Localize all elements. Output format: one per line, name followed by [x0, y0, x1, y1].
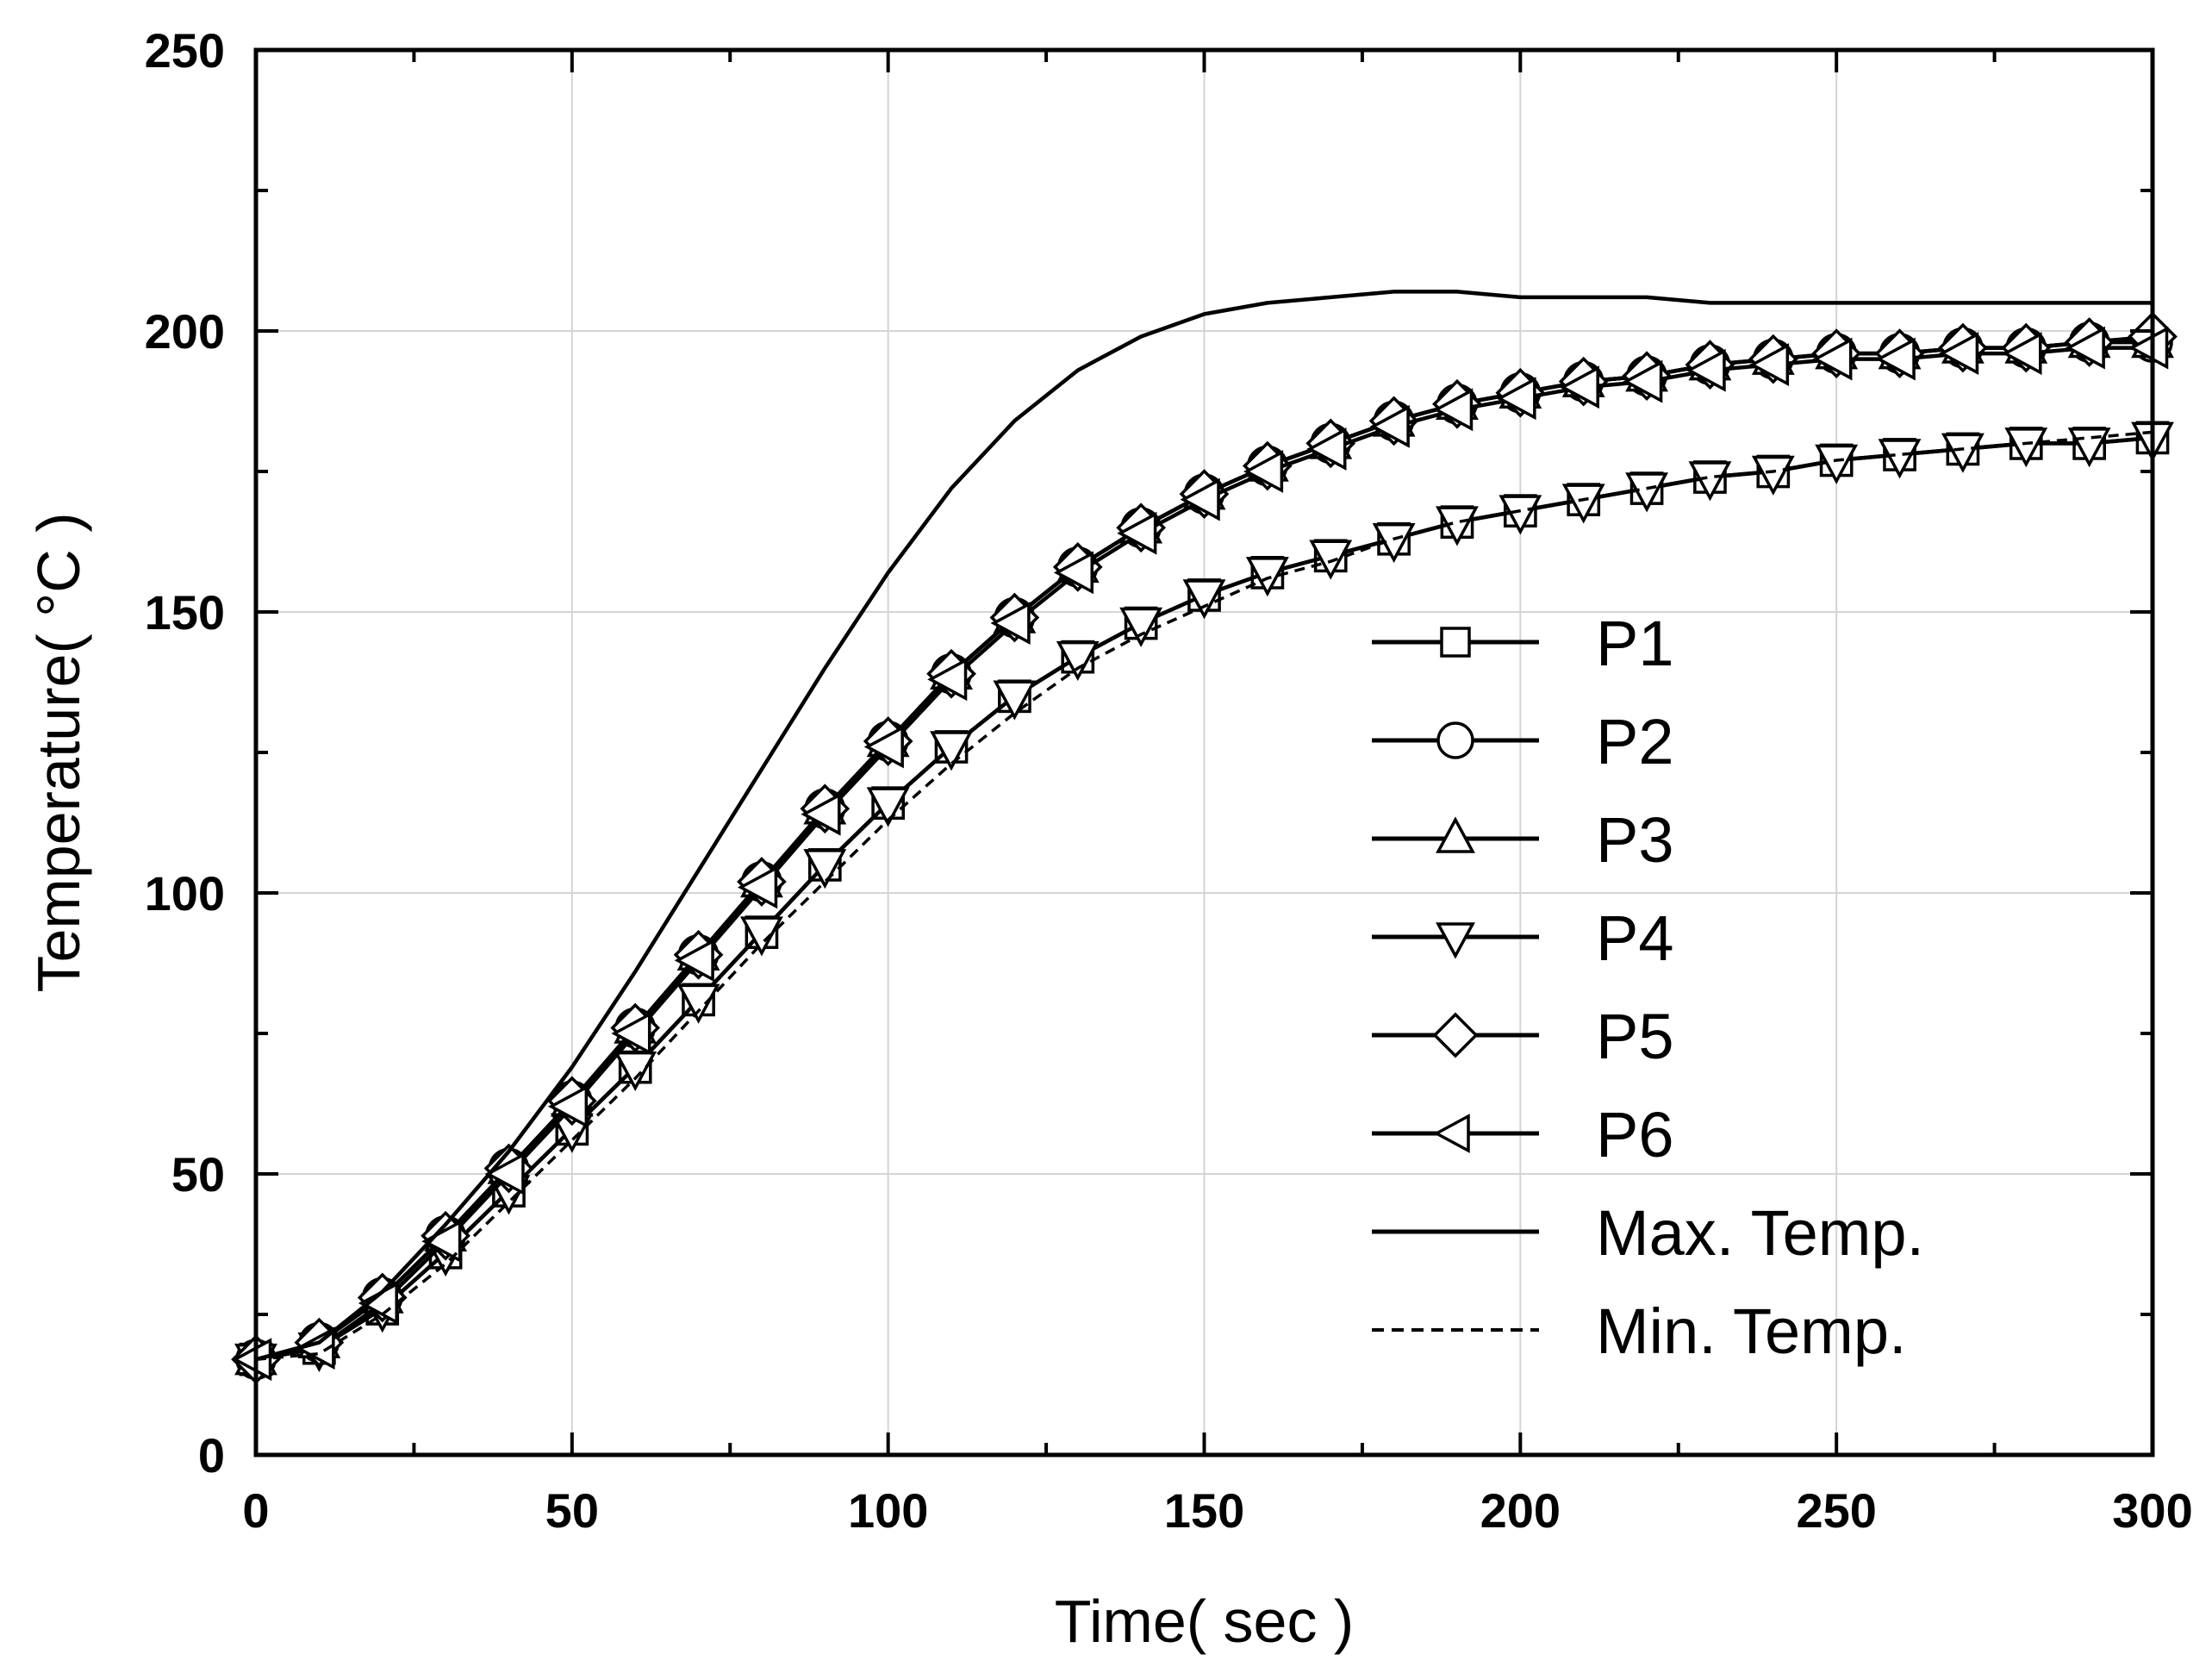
data-point-p6 [1496, 377, 1536, 421]
data-point-p4 [1625, 472, 1669, 513]
data-point-p6 [1369, 404, 1410, 448]
series-line-max-temp [255, 290, 2153, 1362]
legend-label-p6: P6 [1596, 1099, 1674, 1170]
data-point-p6 [1939, 332, 1979, 376]
data-point-p6 [927, 658, 968, 702]
data-point-p6 [1053, 551, 1094, 595]
data-point-p4 [1119, 607, 1163, 647]
data-point-p6 [232, 1338, 272, 1382]
data-point-p6 [1559, 365, 1599, 409]
y-axis-title: Temperature( °C ) [25, 512, 92, 992]
data-point-p4 [1056, 640, 1100, 682]
x-axis-title: Time( sec ) [1055, 1588, 1354, 1655]
data-point-p4 [930, 731, 973, 771]
data-point-p6 [1180, 477, 1220, 521]
data-point-p6 [547, 1084, 589, 1128]
data-point-p6 [1117, 511, 1157, 555]
data-point-p4 [993, 680, 1037, 721]
series-max-temp [255, 290, 2153, 1362]
legend-marker-p1 [1440, 627, 1471, 658]
legend-label-p3: P3 [1596, 804, 1674, 876]
data-point-p6 [2065, 326, 2105, 370]
legend-item-max-temp: Max. Temp. [1372, 1197, 1924, 1269]
data-point-p6 [738, 865, 778, 909]
legend-label-min-temp: Min. Temp. [1596, 1295, 1907, 1367]
data-point-p6 [1306, 427, 1347, 471]
x-tick-label: 200 [1480, 1483, 1561, 1538]
series-p6 [232, 326, 2169, 1382]
data-point-p6 [1623, 359, 1663, 403]
x-tick-label: 100 [848, 1483, 928, 1538]
legend-item-min-temp: Min. Temp. [1372, 1295, 1907, 1367]
data-point-p4 [1499, 495, 1542, 535]
legend-marker-p6 [1433, 1114, 1470, 1153]
data-point-p4 [1245, 557, 1289, 597]
data-point-p4 [1878, 439, 1922, 479]
data-point-p4 [614, 1051, 657, 1092]
legend-marker-p5 [1432, 1012, 1479, 1058]
axis-ticks: 0 50 100 150 200 250 300 0 50 100 150 200 250 [145, 23, 2193, 1538]
legend-marker-p4 [1436, 922, 1475, 959]
legend-item-p6: P6 [1372, 1099, 1674, 1170]
series-min-temp [255, 430, 2153, 1361]
data-point-p4 [1815, 444, 1859, 484]
data-point-p4 [866, 787, 910, 827]
y-tick-label: 50 [171, 1147, 225, 1202]
data-point-p6 [611, 1012, 651, 1055]
legend-label-p1: P1 [1596, 608, 1674, 679]
data-point-p6 [1433, 388, 1474, 432]
data-point-p6 [1812, 337, 1853, 381]
x-tick-label: 0 [242, 1483, 269, 1538]
legend-label-p5: P5 [1596, 1001, 1674, 1072]
data-point-p4 [1561, 484, 1605, 524]
data-point-p6 [990, 602, 1031, 645]
x-tick-label: 50 [545, 1483, 599, 1538]
data-point-p6 [1875, 337, 1916, 381]
x-tick-label: 150 [1164, 1483, 1244, 1538]
data-point-p6 [2128, 326, 2169, 370]
data-point-p6 [484, 1152, 525, 1195]
y-tick-label: 100 [145, 866, 225, 921]
legend-item-p5: P5 [1372, 1001, 1674, 1072]
plot-series [231, 290, 2178, 1385]
y-tick-label: 0 [198, 1428, 225, 1482]
series-line-min-temp [255, 430, 2153, 1361]
data-point-p6 [674, 939, 714, 983]
data-point-p4 [1751, 455, 1795, 496]
data-point-p4 [1309, 540, 1353, 580]
data-point-p6 [801, 792, 841, 836]
y-tick-label: 150 [145, 585, 225, 640]
data-point-p4 [1941, 433, 1985, 473]
data-point-p6 [421, 1220, 462, 1264]
data-point-p4 [803, 849, 847, 889]
legend: P1 P2 P3 P4 P5 P6 Max. Temp. Min. Temp. [1372, 608, 1924, 1367]
legend-item-p1: P1 [1372, 608, 1674, 679]
legend-marker-p3 [1436, 816, 1475, 853]
data-point-p6 [1748, 343, 1790, 387]
y-tick-label: 200 [145, 304, 225, 359]
x-tick-label: 250 [1796, 1483, 1876, 1538]
data-point-p4 [1182, 579, 1226, 620]
legend-label-p4: P4 [1596, 902, 1674, 974]
legend-marker-p2 [1436, 721, 1474, 759]
legend-label-p2: P2 [1596, 706, 1674, 777]
data-point-p4 [2004, 428, 2048, 468]
data-point-p4 [1688, 461, 1732, 502]
legend-item-p2: P2 [1372, 706, 1674, 777]
legend-item-p4: P4 [1372, 902, 1674, 974]
legend-item-p3: P3 [1372, 804, 1674, 876]
x-tick-label: 300 [2112, 1483, 2192, 1538]
legend-label-max-temp: Max. Temp. [1596, 1197, 1924, 1269]
data-point-p6 [1685, 348, 1726, 392]
data-point-p6 [863, 725, 904, 769]
y-tick-label: 250 [145, 23, 225, 78]
data-point-p6 [2002, 332, 2042, 376]
data-point-p6 [1243, 450, 1284, 493]
